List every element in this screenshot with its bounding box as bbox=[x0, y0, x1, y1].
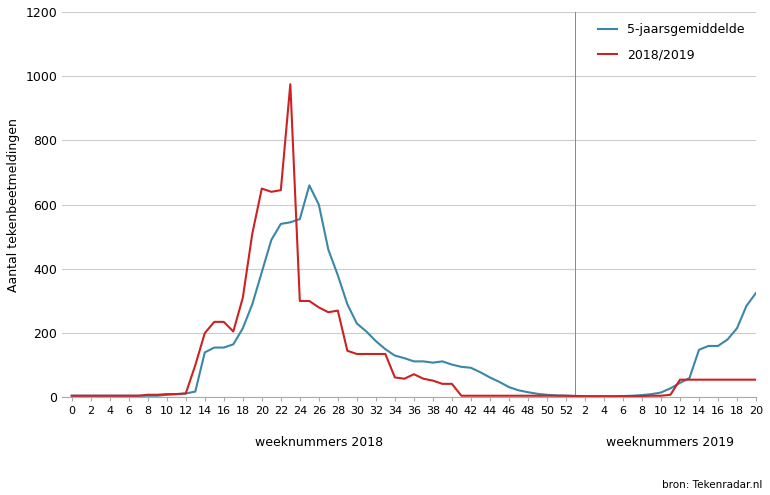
2018/2019 bbox=[286, 81, 295, 87]
2018/2019 bbox=[533, 393, 542, 398]
5-jaarsgemiddelde bbox=[504, 384, 514, 390]
Text: weeknummers 2019: weeknummers 2019 bbox=[607, 436, 735, 449]
5-jaarsgemiddelde bbox=[457, 364, 466, 370]
2018/2019 bbox=[581, 394, 590, 399]
2018/2019 bbox=[752, 377, 761, 383]
Text: weeknummers 2018: weeknummers 2018 bbox=[255, 436, 383, 449]
2018/2019 bbox=[305, 298, 314, 304]
2018/2019 bbox=[67, 393, 76, 398]
5-jaarsgemiddelde bbox=[581, 393, 590, 399]
5-jaarsgemiddelde bbox=[305, 182, 314, 188]
2018/2019 bbox=[162, 391, 172, 397]
Line: 5-jaarsgemiddelde: 5-jaarsgemiddelde bbox=[72, 185, 756, 396]
5-jaarsgemiddelde bbox=[533, 391, 542, 397]
2018/2019 bbox=[457, 393, 466, 398]
Text: bron: Tekenradar.nl: bron: Tekenradar.nl bbox=[662, 480, 762, 490]
5-jaarsgemiddelde bbox=[67, 393, 76, 398]
Line: 2018/2019: 2018/2019 bbox=[72, 84, 756, 396]
2018/2019 bbox=[504, 393, 514, 398]
2018/2019 bbox=[713, 377, 722, 383]
5-jaarsgemiddelde bbox=[713, 343, 722, 349]
5-jaarsgemiddelde bbox=[295, 216, 304, 222]
Y-axis label: Aantal tekenbeetmeldingen: Aantal tekenbeetmeldingen bbox=[7, 118, 20, 292]
5-jaarsgemiddelde bbox=[162, 392, 172, 398]
5-jaarsgemiddelde bbox=[752, 290, 761, 296]
Legend: 5-jaarsgemiddelde, 2018/2019: 5-jaarsgemiddelde, 2018/2019 bbox=[594, 18, 750, 67]
